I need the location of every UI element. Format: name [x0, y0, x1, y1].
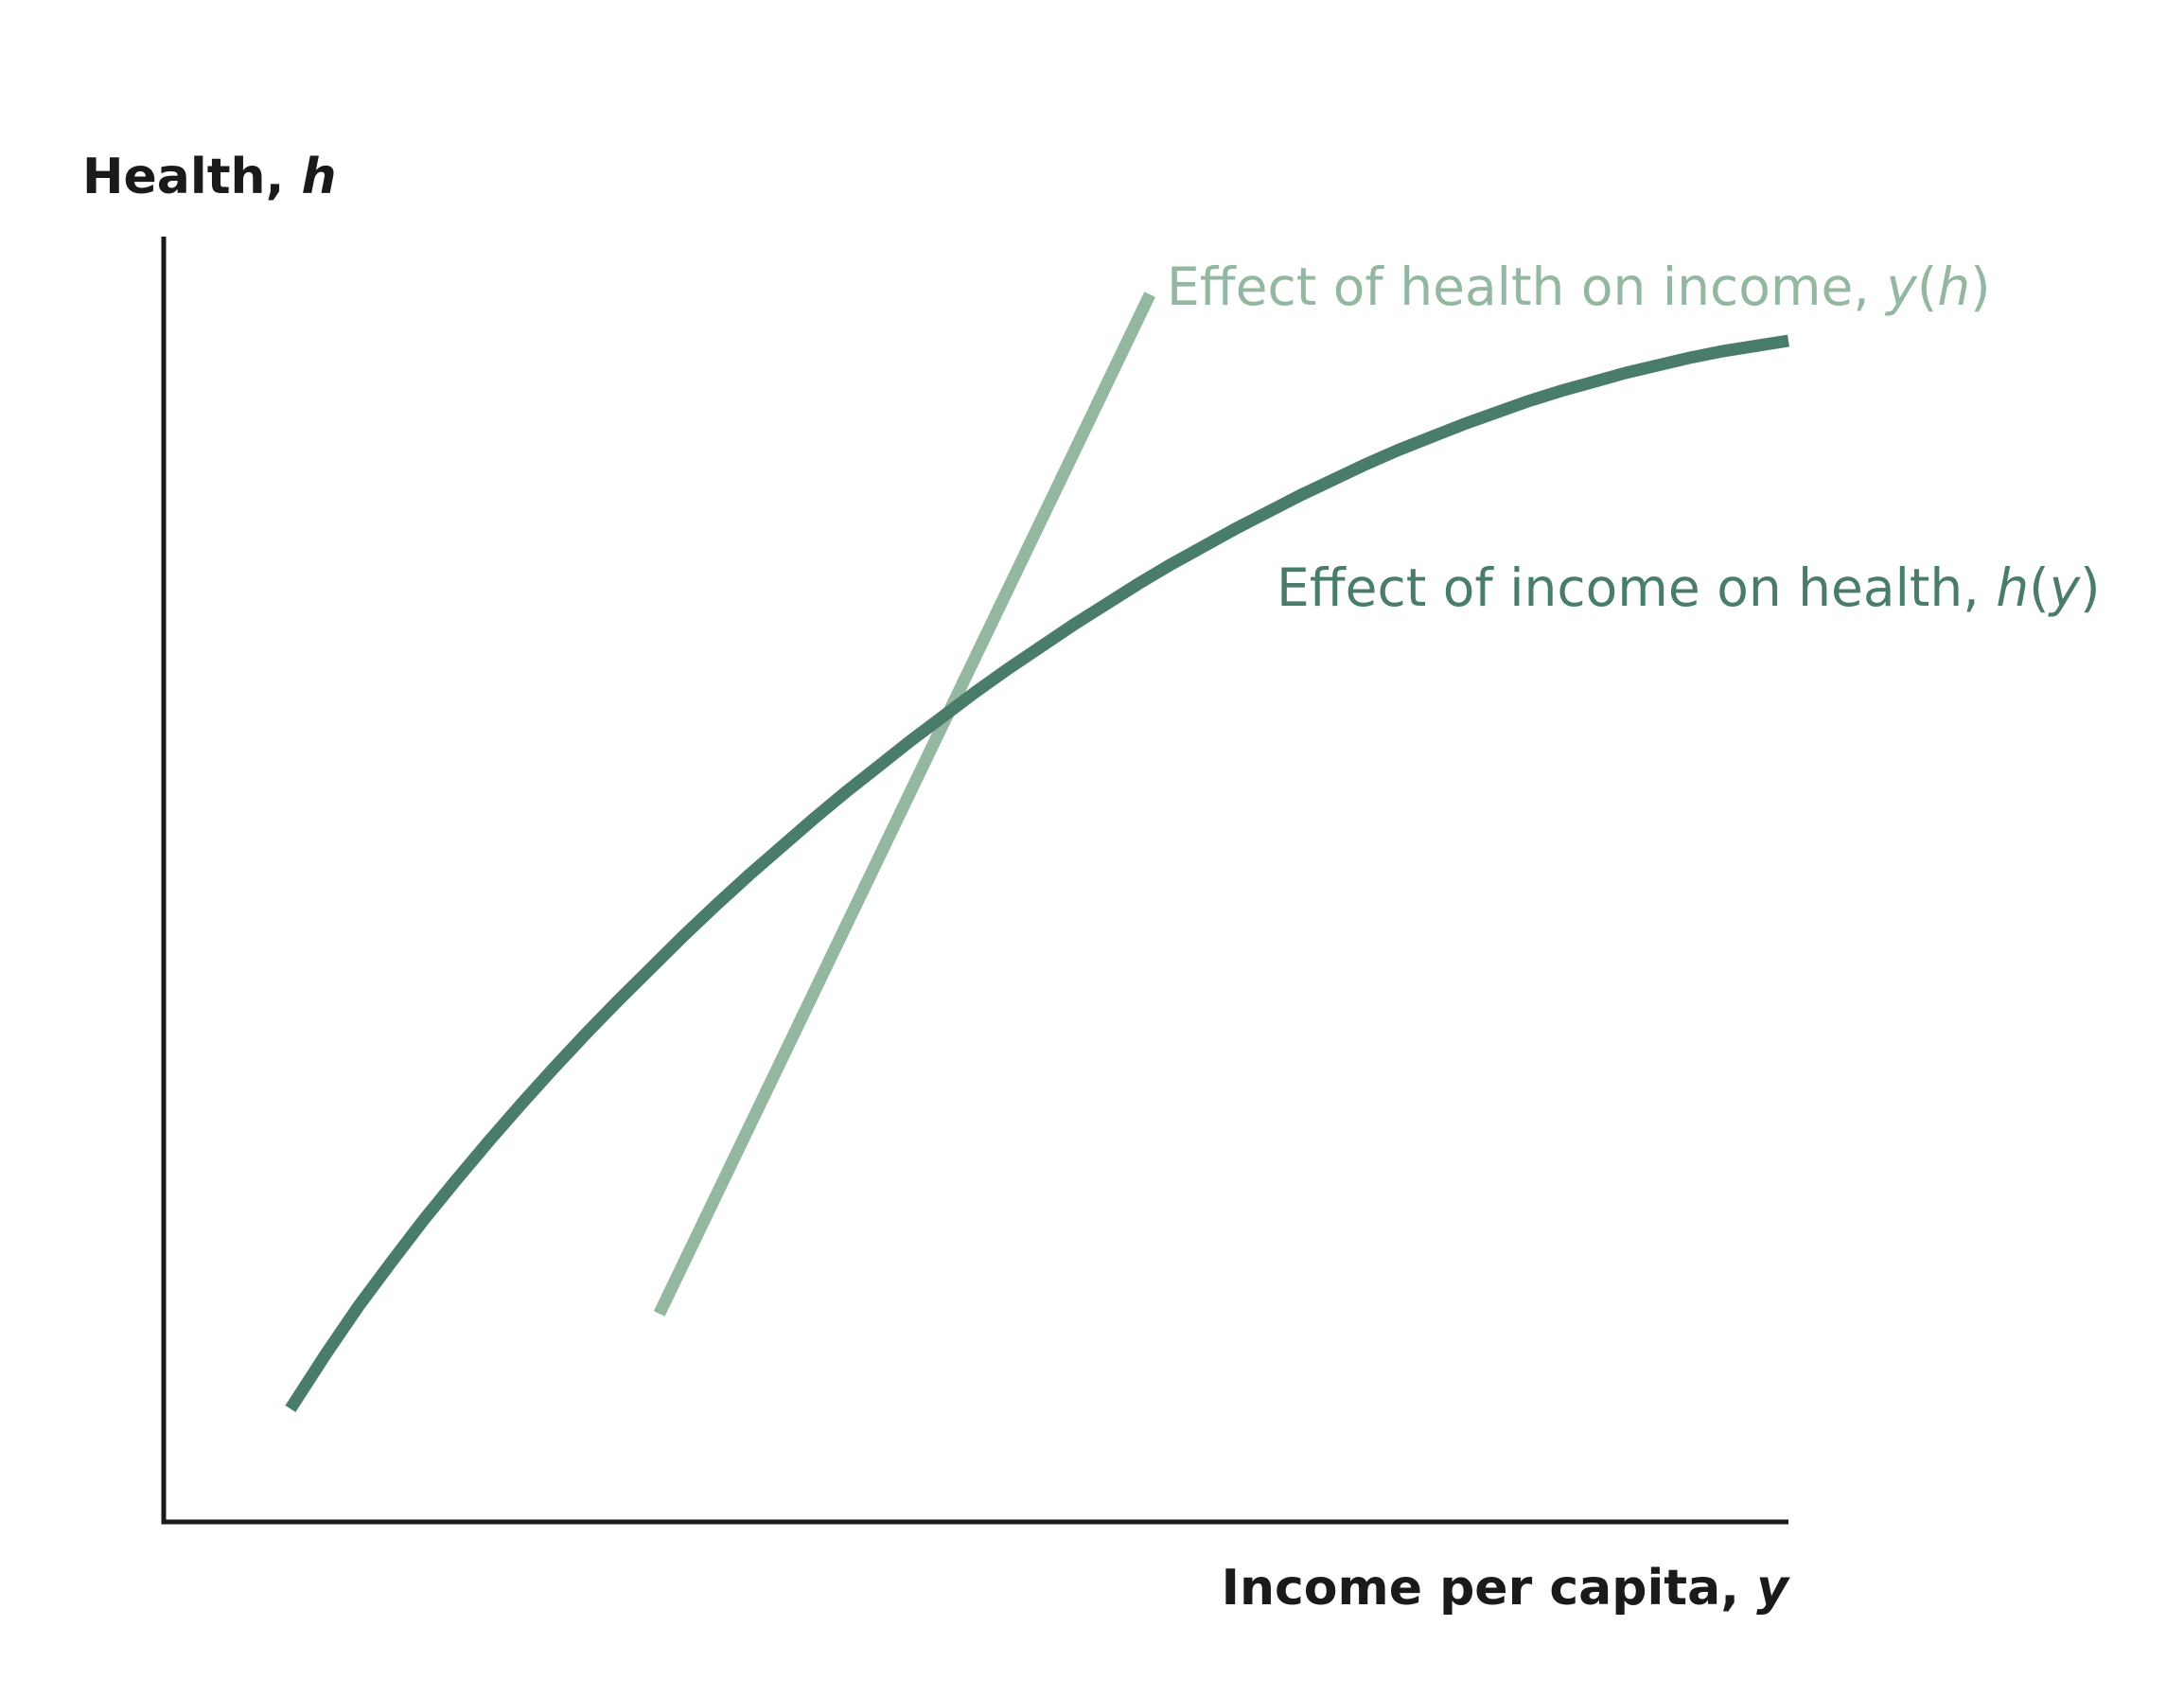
- series-line-income-curve: [653, 292, 1156, 1317]
- series-label-income-on-health: Effect of income on health, h(y): [1277, 557, 2101, 618]
- series-label-health-on-income: Effect of health on income, y(h): [1167, 256, 1991, 317]
- x-axis-title: Income per capita, y: [1222, 1560, 1790, 1617]
- series-label-yh-pre: Effect of health on income,: [1167, 256, 1886, 317]
- series-label-yh-open: (: [1917, 256, 1937, 317]
- series-label-hy-pre: Effect of income on health,: [1277, 557, 1996, 618]
- series-label-hy-open: (: [2029, 557, 2049, 618]
- y-axis-title: Health, h: [82, 149, 336, 205]
- series-label-yh-fn: y: [1884, 256, 1918, 317]
- series-label-hy-arg: y: [2048, 557, 2082, 618]
- series-label-hy-fn: h: [1996, 557, 2029, 618]
- series-line-health-curve: [285, 334, 1790, 1413]
- x-axis-title-var: y: [1756, 1560, 1790, 1617]
- series-label-yh-close: ): [1970, 256, 1990, 317]
- series-label-hy-close: ): [2080, 557, 2100, 618]
- y-axis-title-text: Health,: [82, 149, 301, 205]
- series-label-yh-arg: h: [1937, 256, 1970, 317]
- x-axis-title-text: Income per capita,: [1222, 1560, 1756, 1617]
- y-axis-title-var: h: [301, 149, 336, 205]
